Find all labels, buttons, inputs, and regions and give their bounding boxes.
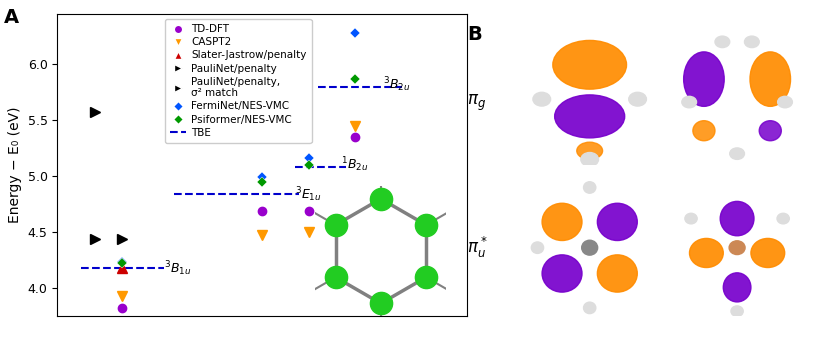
Circle shape bbox=[729, 241, 745, 255]
Circle shape bbox=[731, 306, 744, 316]
Ellipse shape bbox=[759, 121, 781, 141]
Circle shape bbox=[715, 36, 730, 47]
Ellipse shape bbox=[690, 238, 723, 268]
Ellipse shape bbox=[597, 203, 637, 240]
Legend: TD-DFT, CASPT2, Slater-Jastrow/penalty, PauliNet/penalty, PauliNet/penalty,
σ² m: TD-DFT, CASPT2, Slater-Jastrow/penalty, … bbox=[165, 19, 311, 143]
Circle shape bbox=[778, 96, 792, 108]
Text: $^3E_{1u}$: $^3E_{1u}$ bbox=[295, 185, 321, 204]
Ellipse shape bbox=[577, 142, 603, 159]
Circle shape bbox=[583, 302, 596, 314]
Text: $\pi_g$: $\pi_g$ bbox=[467, 93, 486, 113]
Ellipse shape bbox=[723, 273, 751, 302]
Circle shape bbox=[581, 152, 599, 166]
Circle shape bbox=[583, 182, 596, 193]
Circle shape bbox=[581, 240, 598, 255]
Circle shape bbox=[744, 36, 759, 47]
Text: $^3B_{2u}$: $^3B_{2u}$ bbox=[383, 75, 410, 94]
Text: B: B bbox=[467, 25, 482, 44]
Circle shape bbox=[629, 92, 646, 106]
Text: $^1B_{2u}$: $^1B_{2u}$ bbox=[342, 156, 369, 174]
Circle shape bbox=[533, 92, 550, 106]
Text: $^3B_{1u}$: $^3B_{1u}$ bbox=[165, 259, 192, 278]
Ellipse shape bbox=[553, 40, 627, 89]
Circle shape bbox=[682, 96, 697, 108]
Ellipse shape bbox=[542, 255, 582, 292]
Circle shape bbox=[777, 213, 790, 224]
Ellipse shape bbox=[554, 95, 625, 138]
Text: A: A bbox=[4, 8, 19, 27]
Text: $\pi_u^*$: $\pi_u^*$ bbox=[467, 235, 487, 260]
Ellipse shape bbox=[542, 203, 582, 240]
Ellipse shape bbox=[597, 255, 637, 292]
Circle shape bbox=[730, 148, 744, 159]
Ellipse shape bbox=[750, 52, 790, 106]
Ellipse shape bbox=[720, 201, 754, 236]
Ellipse shape bbox=[693, 121, 715, 141]
Ellipse shape bbox=[684, 52, 724, 106]
Ellipse shape bbox=[751, 238, 785, 268]
Circle shape bbox=[532, 242, 544, 254]
Circle shape bbox=[685, 213, 697, 224]
Y-axis label: Energy − E₀ (eV): Energy − E₀ (eV) bbox=[8, 107, 22, 223]
